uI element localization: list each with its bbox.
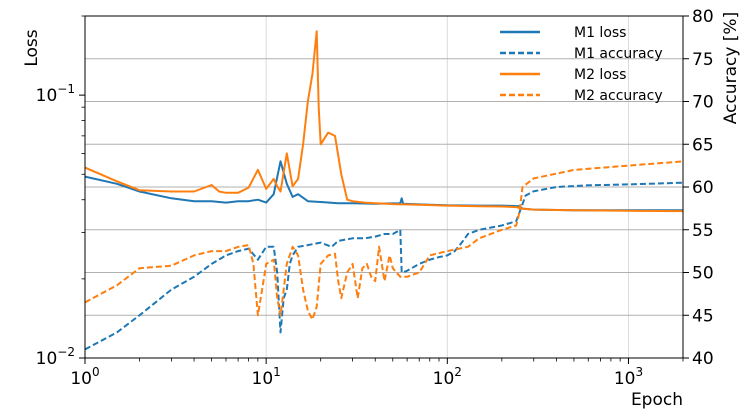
x-axis: 100 101 102 103 xyxy=(70,358,684,389)
series-line-m2-loss xyxy=(84,30,684,213)
y-right-tick-label: 40 xyxy=(692,349,714,369)
y-axis-right: 40 45 50 55 60 65 70 75 80 xyxy=(683,7,714,369)
y-right-tick-label: 60 xyxy=(692,178,714,198)
x-tick-label: 100 xyxy=(70,365,99,389)
series-line-m1-accuracy xyxy=(84,181,684,351)
x-tick-label: 102 xyxy=(433,365,462,389)
y-right-tick-label: 65 xyxy=(692,135,714,155)
y-left-tick-label: 10−1 xyxy=(36,82,75,106)
legend-label-m2-loss: M2 loss xyxy=(574,67,626,83)
y-right-tick-label: 80 xyxy=(692,7,714,27)
y-right-tick-label: 45 xyxy=(692,306,714,326)
y-right-tick-label: 55 xyxy=(692,221,714,241)
y-right-tick-label: 50 xyxy=(692,264,714,284)
x-axis-title: Epoch xyxy=(631,390,683,410)
series-layer xyxy=(84,30,684,351)
y-right-tick-label: 75 xyxy=(692,50,714,70)
x-tick-label: 103 xyxy=(614,365,643,389)
y-left-axis-title: Loss xyxy=(22,29,42,66)
legend: M1 loss M1 accuracy M2 loss M2 accuracy xyxy=(500,25,663,104)
y-right-axis-title: Accuracy [%] xyxy=(721,12,741,124)
series-line-m2-accuracy xyxy=(84,160,684,321)
legend-label-m1-loss: M1 loss xyxy=(574,25,626,41)
y-right-tick-label: 70 xyxy=(692,93,714,113)
x-tick-label: 101 xyxy=(252,365,281,389)
legend-label-m1-accuracy: M1 accuracy xyxy=(574,46,663,62)
y-left-tick-label: 10−2 xyxy=(36,345,75,369)
y-axis-left: 10−2 10−1 xyxy=(36,15,85,369)
legend-label-m2-accuracy: M2 accuracy xyxy=(574,88,663,104)
